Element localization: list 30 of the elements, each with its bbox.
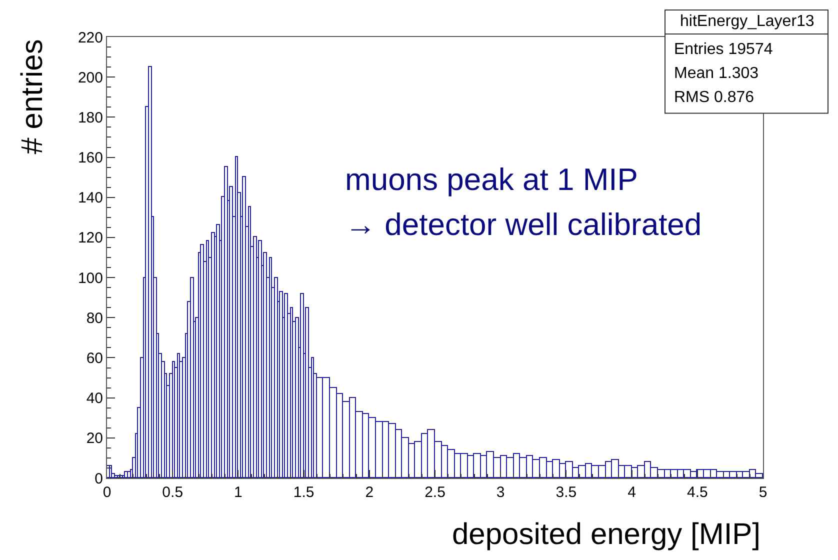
x-tick-label: 3	[496, 484, 505, 501]
y-tick-label: 200	[78, 69, 103, 86]
y-tick-label: 140	[78, 190, 103, 207]
x-tick-label: 5	[758, 484, 768, 501]
annotation: RMS 0.876	[674, 89, 754, 106]
y-tick-label: 120	[78, 230, 103, 247]
text: hitEnergy_Layer13	[680, 13, 814, 30]
annotation: → detector well calibrated	[345, 207, 702, 242]
y-tick-label: 100	[78, 270, 103, 287]
y-tick-label: 220	[78, 29, 103, 46]
y-tick-label: 60	[86, 350, 103, 367]
x-tick-label: 1	[234, 484, 242, 501]
x-tick-label: 0.5	[162, 484, 184, 501]
x-tick-label: 4	[628, 484, 636, 501]
x-axis-title: deposited energy [MIP]	[452, 518, 761, 551]
x-tick-label: 2.5	[424, 484, 446, 501]
annotation: Mean 1.303	[674, 65, 759, 82]
y-tick-label: 0	[94, 470, 103, 488]
y-tick-label: 80	[86, 310, 103, 327]
y-tick-label: 20	[86, 430, 103, 448]
y-tick-label: 160	[78, 150, 103, 167]
x-tick-label: 1.5	[293, 484, 314, 501]
annotation: muons peak at 1 MIP	[345, 162, 638, 197]
y-axis-title: # entries	[16, 39, 50, 154]
y-tick-label: 40	[86, 390, 103, 408]
x-tick-label: 4.5	[686, 484, 708, 501]
y-tick-label: 180	[78, 109, 103, 126]
annotation: Entries 19574	[674, 41, 773, 58]
x-tick-label: 3.5	[556, 484, 577, 501]
x-tick-label: 2	[365, 484, 374, 501]
